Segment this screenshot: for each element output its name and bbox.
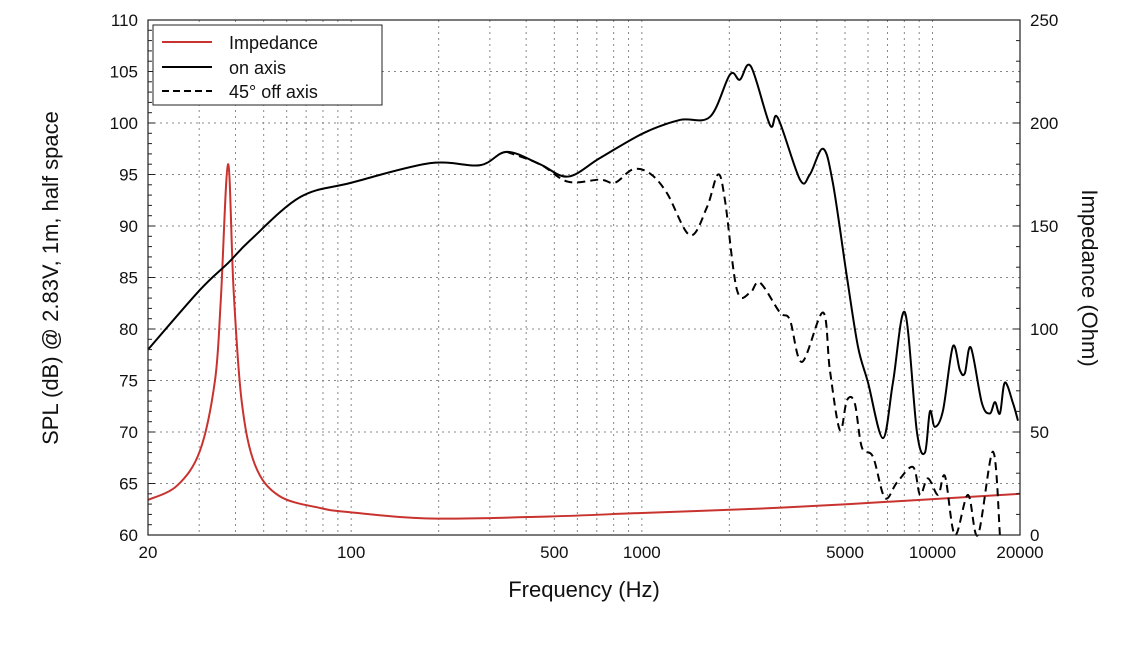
legend: Impedance on axis 45° off axis [152,24,383,106]
y-tick-label: 65 [119,475,138,494]
y-tick-label: 100 [110,114,138,133]
x-tick-label: 100 [337,543,365,562]
y2-tick-label: 50 [1030,423,1049,442]
y-axis-label: SPL (dB) @ 2.83V, 1m, half space [38,111,63,445]
y-tick-label: 105 [110,63,138,82]
x-tick-label: 5000 [826,543,864,562]
curves [147,63,1021,537]
x-tick-label: 1000 [623,543,661,562]
x-tick-label: 10000 [909,543,956,562]
y2-axis-label: Impedance (Ohm) [1077,189,1102,366]
y2-tick-label: 0 [1030,526,1039,545]
x-tick-label: 20000 [996,543,1043,562]
y2-tick-label: 150 [1030,217,1058,236]
ticks: 60 65 70 75 80 85 90 95 100 105 110 0 50 100 150 200 250… [110,11,1059,562]
y2-tick-label: 250 [1030,11,1058,30]
y-tick-label: 60 [119,526,138,545]
y-tick-label: 85 [119,269,138,288]
y-tick-label: 80 [119,320,138,339]
x-tick-label: 20 [139,543,158,562]
legend-label-off-axis: 45° off axis [229,82,318,102]
grid [148,20,1020,535]
x-tick-label: 500 [540,543,568,562]
y2-tick-label: 100 [1030,320,1058,339]
series-line-impedance [147,163,1021,520]
series-line-45-off-axis [506,150,1001,537]
y-tick-label: 95 [119,166,138,185]
x-axis-label: Frequency (Hz) [508,577,660,602]
y2-tick-label: 200 [1030,114,1058,133]
y-tick-label: 110 [111,11,138,30]
legend-box [152,24,383,106]
y-tick-label: 90 [119,217,138,236]
legend-label-impedance: Impedance [229,33,318,53]
y-tick-label: 70 [119,423,138,442]
y-tick-label: 75 [119,372,138,391]
legend-label-on-axis: on axis [229,58,286,78]
series-line-on-axis [147,63,1019,456]
